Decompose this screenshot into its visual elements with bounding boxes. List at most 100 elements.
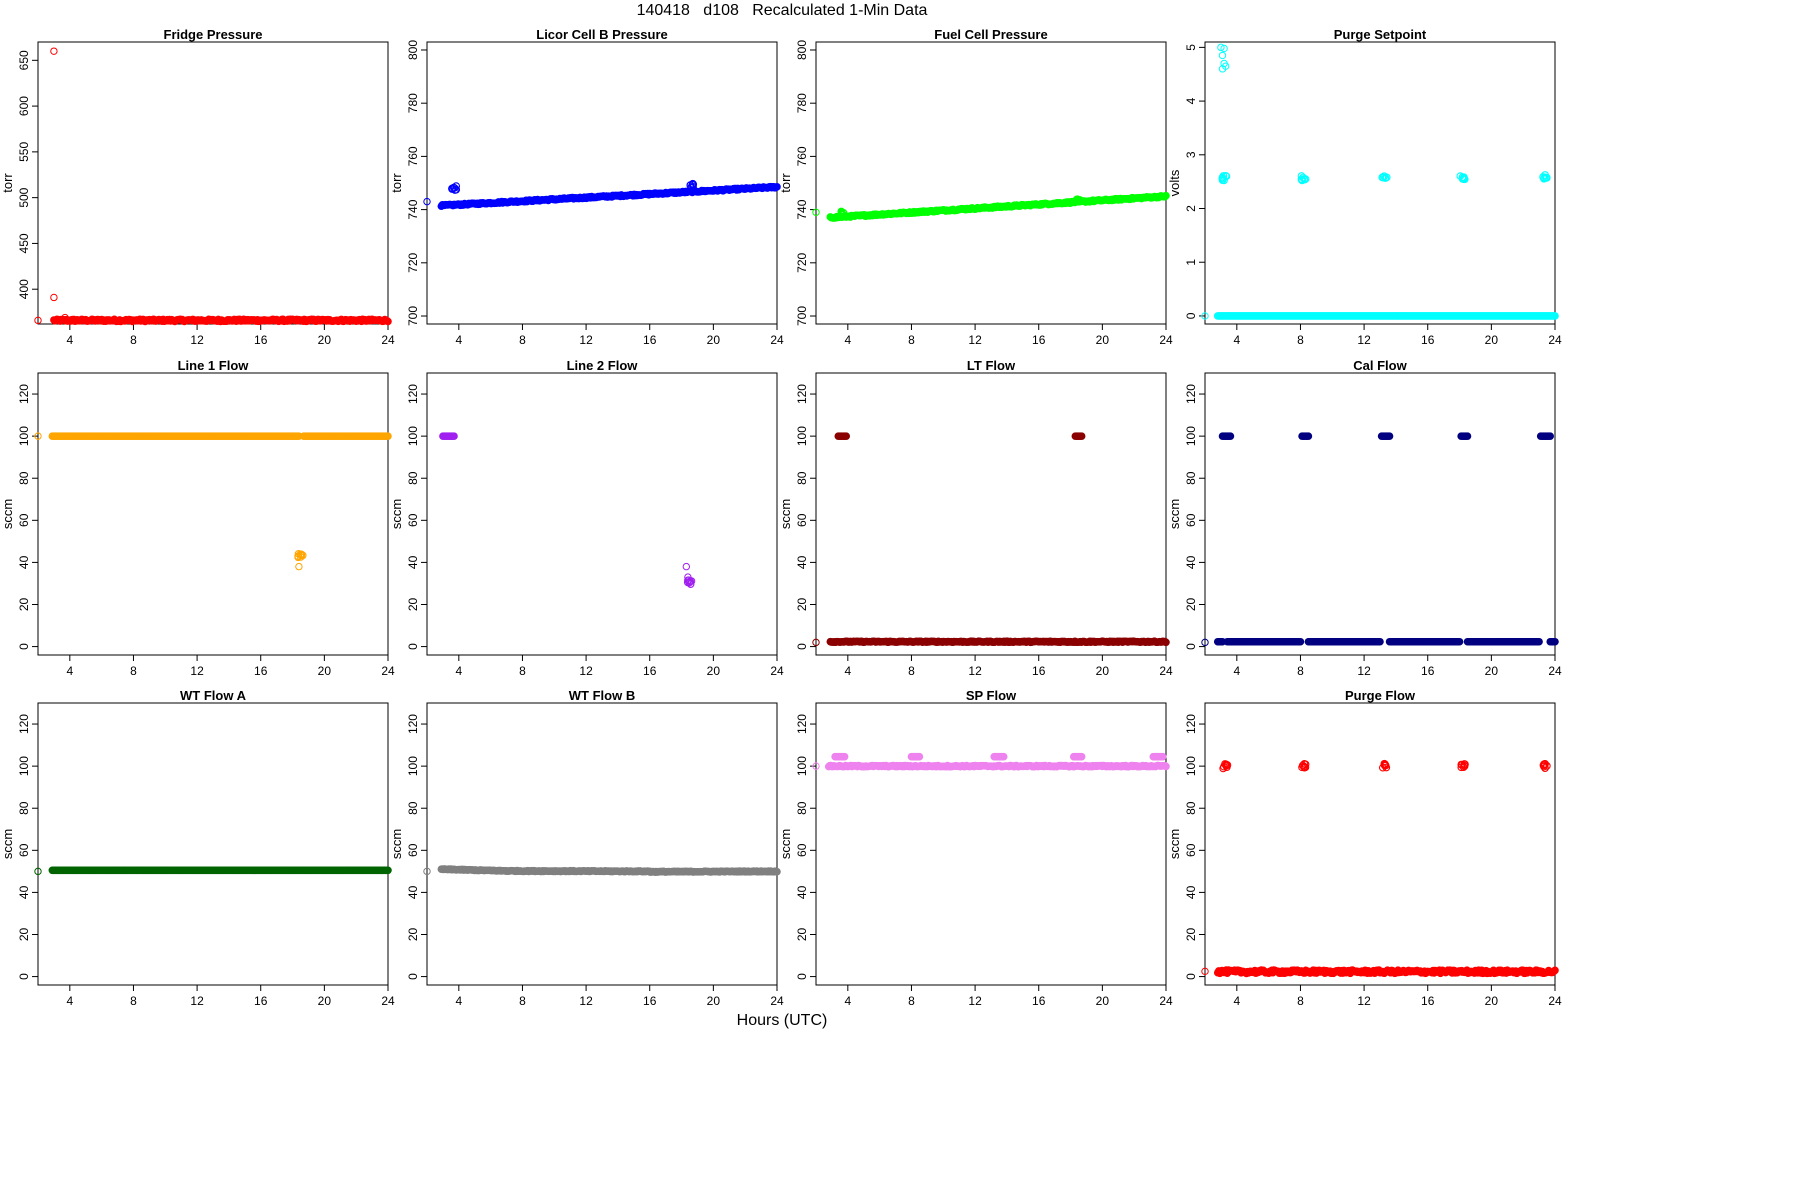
data-point — [450, 432, 458, 440]
x-tick-label: 8 — [908, 664, 915, 678]
y-tick-label: 1 — [1184, 259, 1198, 266]
plot-frame — [1204, 41, 1556, 325]
y-tick-label: 60 — [406, 843, 420, 857]
y-tick-label: 100 — [795, 756, 809, 776]
plot-frame — [426, 372, 778, 656]
y-tick-label: 0 — [406, 973, 420, 980]
data-point — [1300, 175, 1309, 184]
y-tick-label: 760 — [795, 146, 809, 166]
data-point — [1459, 174, 1468, 182]
data-point — [1460, 175, 1469, 184]
data-point — [1535, 637, 1543, 646]
x-tick-label: 24 — [1159, 333, 1173, 347]
x-tick-label: 16 — [1421, 664, 1435, 678]
y-tick-label: 40 — [1184, 555, 1198, 569]
x-tick-label: 12 — [579, 994, 593, 1008]
x-tick-label: 4 — [1233, 994, 1240, 1008]
chart-title: LT Flow — [967, 358, 1016, 373]
x-tick-label: 4 — [66, 333, 73, 347]
y-tick-label: 0 — [795, 643, 809, 650]
y-tick-label: 20 — [17, 597, 31, 611]
plot-frame — [1204, 702, 1556, 986]
chart-title: Cal Flow — [1353, 358, 1407, 373]
chart-panel: Line 1 Flow sccm 4 8 12 16 20 24 0 20 40 60 80 100 120 — [0, 358, 395, 678]
y-tick-label: 120 — [17, 384, 31, 404]
y-tick-label: 20 — [406, 597, 420, 611]
outlier-point — [34, 316, 42, 325]
x-tick-label: 24 — [381, 333, 395, 347]
x-tick-label: 4 — [1233, 664, 1240, 678]
data-point — [1455, 637, 1464, 646]
y-tick-label: 20 — [795, 927, 809, 941]
data-series — [812, 432, 1170, 647]
outlier-point — [682, 562, 691, 571]
y-axis-label: sccm — [1167, 499, 1182, 529]
data-point — [1382, 173, 1391, 182]
x-tick-label: 16 — [643, 333, 657, 347]
x-tick-label: 4 — [1233, 333, 1240, 347]
data-series — [34, 47, 392, 326]
x-tick-label: 24 — [770, 994, 784, 1008]
chart-title: Line 1 Flow — [178, 358, 250, 373]
y-tick-label: 60 — [795, 513, 809, 527]
x-tick-label: 8 — [519, 664, 526, 678]
y-tick-label: 800 — [795, 40, 809, 60]
chart-panel: LT Flow sccm 4 8 12 16 20 24 0 20 40 60 80 100 120 — [778, 358, 1173, 678]
y-tick-label: 120 — [795, 384, 809, 404]
x-tick-label: 16 — [1032, 994, 1046, 1008]
y-tick-label: 780 — [795, 93, 809, 113]
x-tick-label: 4 — [844, 994, 851, 1008]
chart-title: WT Flow A — [180, 688, 247, 703]
x-tick-label: 8 — [519, 333, 526, 347]
y-tick-label: 20 — [17, 927, 31, 941]
y-tick-label: 40 — [406, 555, 420, 569]
y-tick-label: 20 — [795, 597, 809, 611]
outlier-point — [1220, 44, 1228, 53]
data-point — [1218, 176, 1227, 184]
x-tick-label: 8 — [130, 994, 137, 1008]
y-tick-label: 80 — [406, 471, 420, 485]
y-axis-label: sccm — [389, 829, 404, 859]
data-point — [773, 867, 781, 876]
x-tick-label: 20 — [318, 664, 332, 678]
y-tick-label: 100 — [795, 426, 809, 446]
y-tick-label: 740 — [795, 199, 809, 219]
x-tick-label: 12 — [968, 664, 982, 678]
y-tick-label: 100 — [1184, 756, 1198, 776]
x-tick-label: 20 — [318, 994, 332, 1008]
outlier-point — [1217, 43, 1225, 52]
data-point — [1458, 173, 1467, 181]
data-point — [452, 185, 461, 194]
data-series — [812, 191, 1170, 222]
y-tick-label: 0 — [406, 643, 420, 650]
outlier-point — [295, 562, 303, 571]
x-tick-label: 12 — [190, 664, 204, 678]
data-point — [773, 183, 781, 191]
outlier-point — [50, 47, 58, 55]
data-point — [1162, 191, 1170, 200]
y-tick-label: 80 — [795, 471, 809, 485]
data-point — [1376, 637, 1384, 646]
x-tick-label: 16 — [1421, 994, 1435, 1008]
x-tick-label: 8 — [519, 994, 526, 1008]
y-tick-label: 120 — [17, 714, 31, 734]
data-point — [1539, 173, 1547, 181]
data-point — [1218, 173, 1227, 182]
chart-title: Line 2 Flow — [567, 358, 639, 373]
chart-title: Purge Setpoint — [1334, 27, 1427, 42]
y-tick-label: 5 — [1184, 44, 1198, 51]
data-point — [384, 317, 392, 326]
x-axis-label: Hours (UTC) — [736, 1012, 828, 1029]
plot-frame — [815, 41, 1167, 325]
y-tick-label: 0 — [1184, 973, 1198, 980]
outlier-point — [1218, 51, 1227, 60]
x-tick-label: 12 — [579, 664, 593, 678]
y-tick-label: 4 — [1184, 97, 1198, 104]
y-axis-label: sccm — [0, 499, 15, 529]
data-point — [384, 866, 392, 875]
x-tick-label: 20 — [707, 333, 721, 347]
x-tick-label: 8 — [908, 333, 915, 347]
y-tick-label: 80 — [406, 801, 420, 815]
